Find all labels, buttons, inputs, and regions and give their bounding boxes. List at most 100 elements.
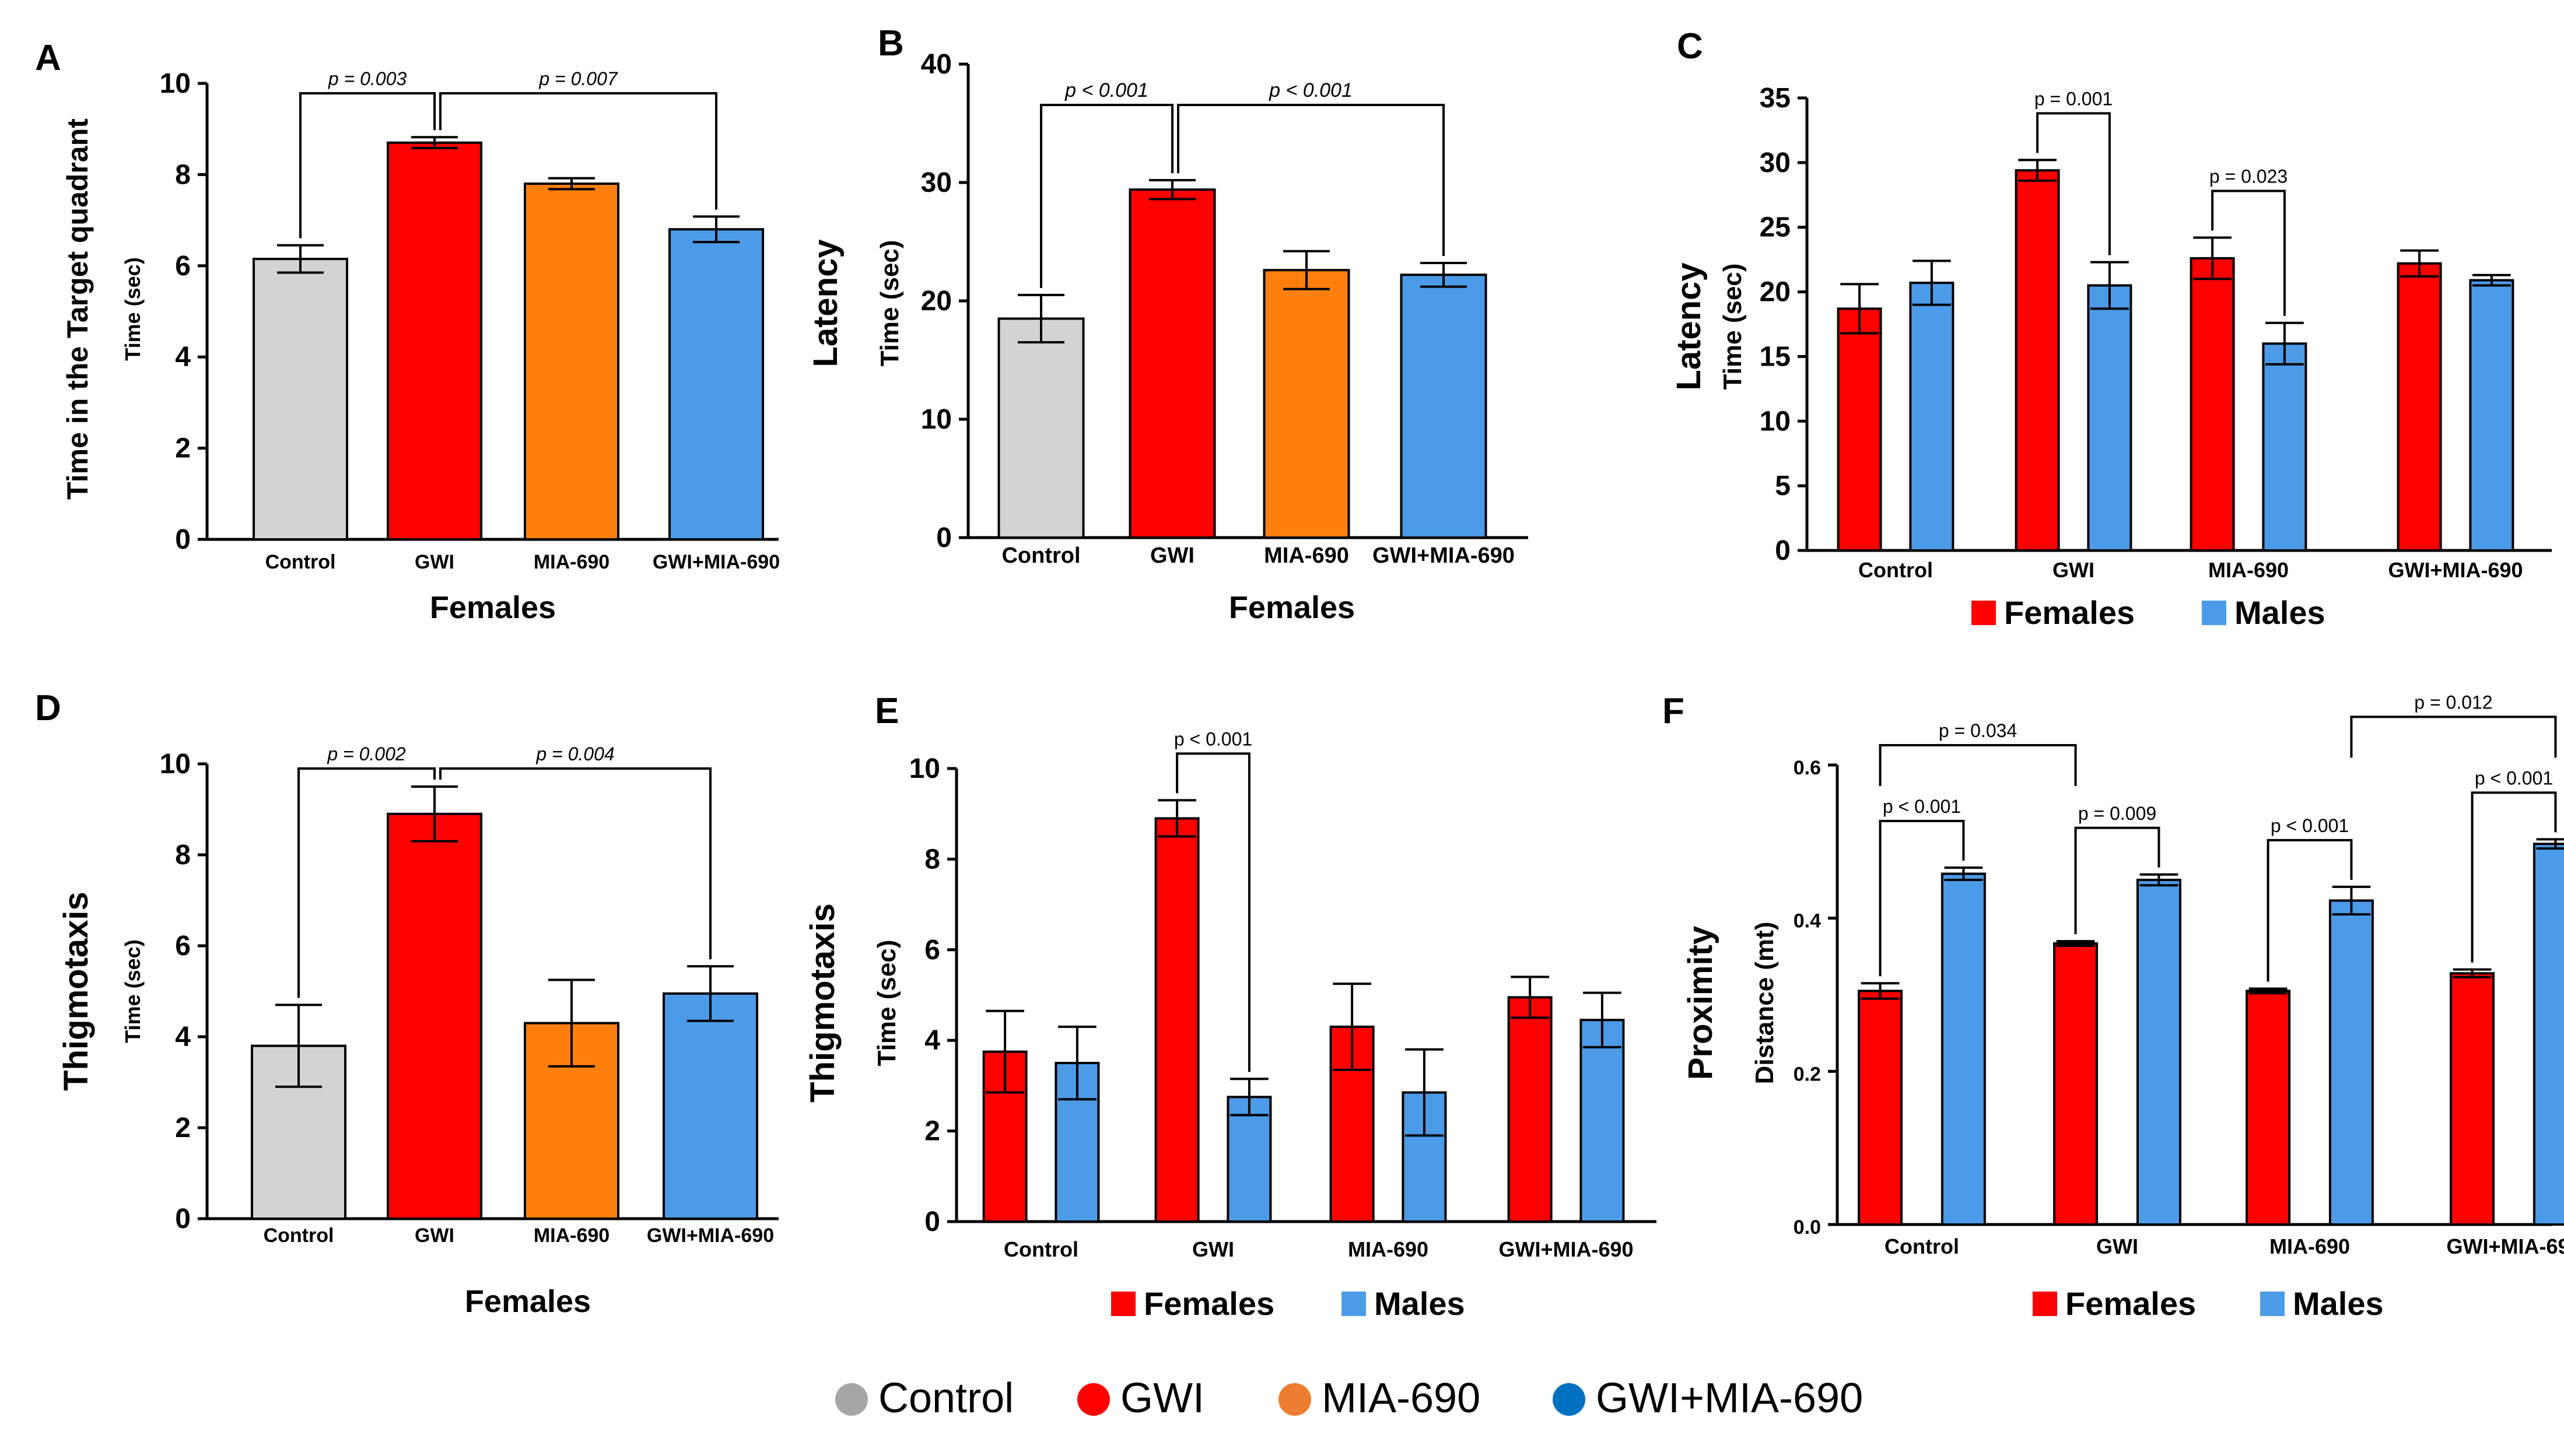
legend-swatch-females [1111,1292,1136,1316]
significance-bracket [2036,112,2111,255]
p-value-label: p = 0.023 [2209,166,2288,187]
y-axis-title: Thigmotaxis [804,903,842,1103]
legend-label: MIA-690 [1322,1375,1480,1422]
y-tick-label: 6 [924,935,940,966]
legend-swatch-females [1971,601,1996,625]
panel-letter: A [35,38,61,78]
bar-males-mia-690 [2262,342,2307,552]
bar-males-control [1940,872,1986,1226]
x-tick-label: Control [265,551,336,573]
y-tick-label: 10 [909,753,940,784]
bar-gwi-mia-690 [668,228,764,541]
y-tick-label: 25 [1760,212,1791,243]
x-tick-label: GWI+MIA-690 [653,551,780,573]
bar-females-mia-690 [2190,257,2235,552]
legend-label-females: Females [1144,1285,1274,1322]
p-value-label: p = 0.009 [2078,803,2156,824]
y-axis-unit-label: Time (sec) [1718,264,1747,390]
panel-B: B 0 10 20 30 40 Latency Time (sec) Control GWI MIA… [807,23,1528,625]
bar-males-gwi [2136,879,2181,1226]
legend-dot-gwi-mia-690 [1553,1383,1585,1416]
y-tick-label: 35 [1760,83,1791,114]
y-tick-label: 10 [1760,406,1791,437]
y-tick-label: 6 [175,931,191,962]
y-tick-label: 10 [160,68,191,99]
legend-label: GWI [1120,1375,1204,1422]
legend-label-males: Males [2234,594,2325,631]
x-tick-label: GWI [415,551,454,573]
x-tick-label: GWI+MIA-690 [1372,543,1515,568]
y-tick-label: 10 [160,749,191,780]
bar-mia-690 [524,183,619,541]
y-axis-title: Latency [1670,262,1708,390]
y-axis-unit-label: Time (sec) [121,257,145,360]
panel-letter: C [1677,26,1703,66]
significance-bracket [2267,838,2353,982]
y-tick-label: 30 [921,167,952,198]
y-tick-label: 0 [1775,535,1791,566]
significance-bracket [2350,715,2557,758]
x-tick-label: GWI [415,1225,454,1247]
significance-bracket [2471,791,2557,963]
x-tick-label: GWI+MIA-690 [647,1225,774,1247]
bar-control [253,258,348,541]
y-axis-unit-label: Time (sec) [121,939,145,1043]
y-tick-label: 8 [175,840,191,871]
y-tick-label: 30 [1760,148,1791,178]
y-tick-label: 0 [924,1206,940,1237]
x-tick-label: GWI+MIA-690 [2446,1234,2564,1258]
x-axis-title: Females [465,1284,591,1319]
bar-males-control [1909,282,1954,552]
y-axis-title: Proximity [1682,926,1719,1080]
bar-males-mia-690 [2328,899,2374,1226]
legend-swatch-males [1341,1292,1366,1316]
significance-bracket [2074,826,2160,935]
legend-label-males: Males [2293,1285,2384,1322]
legend-label-females: Females [2065,1285,2196,1322]
panel-E: E 0 2 4 6 8 10 Thigmotaxis Time (sec) Control GWI M… [804,691,1656,1322]
p-value-label: p < 0.001 [1064,79,1148,101]
significance-bracket [297,767,436,998]
y-tick-label: 0.2 [1794,1063,1821,1085]
bar-females-gwi-mia-690 [1507,996,1553,1223]
y-tick-label: 4 [175,342,191,373]
significance-bracket [439,92,717,210]
y-tick-label: 20 [1760,277,1791,308]
x-tick-label: MIA-690 [534,1225,610,1247]
y-axis-unit-label: Distance (mt) [1750,922,1779,1085]
panel-A: A 0 2 4 6 8 10 Time in the Target quadrant Time … [35,38,780,625]
x-tick-label: GWI [1150,543,1195,568]
x-tick-label: MIA-690 [2208,558,2289,582]
bar-control [997,317,1085,539]
y-tick-label: 4 [924,1025,940,1056]
y-tick-label: 2 [175,1113,191,1143]
bar-females-control [1858,990,1903,1226]
panel-letter: F [1662,691,1684,731]
x-tick-label: GWI [1192,1237,1234,1261]
x-axis-title: Females [1229,590,1355,625]
legend-label-females: Females [2004,594,2135,631]
bar-females-gwi [1154,817,1200,1223]
bar-females-mia-690 [2246,990,2291,1226]
x-tick-label: Control [1001,543,1080,568]
legend-dot-gwi [1077,1383,1110,1416]
p-value-label: p < 0.001 [2475,767,2553,788]
panel-letter: E [875,691,899,731]
p-value-label: p = 0.012 [2414,692,2492,713]
x-tick-label: Control [1858,558,1933,582]
y-tick-label: 8 [924,844,940,875]
y-tick-label: 5 [1775,471,1791,501]
significance-bracket [1177,104,1445,257]
significance-bracket [439,767,712,960]
significance-bracket [2211,190,2286,316]
p-value-label: p < 0.001 [1269,79,1353,101]
legend-swatch-males [2260,1292,2285,1316]
y-tick-label: 0.0 [1794,1216,1821,1239]
bar-males-gwi [2087,284,2132,552]
legend-dot-mia-690 [1279,1383,1311,1416]
bar-females-gwi-mia-690 [2397,262,2442,552]
bar-females-mia-690 [1329,1025,1375,1223]
bar-females-gwi-mia-690 [2450,972,2495,1226]
p-value-label: p = 0.003 [328,68,407,89]
